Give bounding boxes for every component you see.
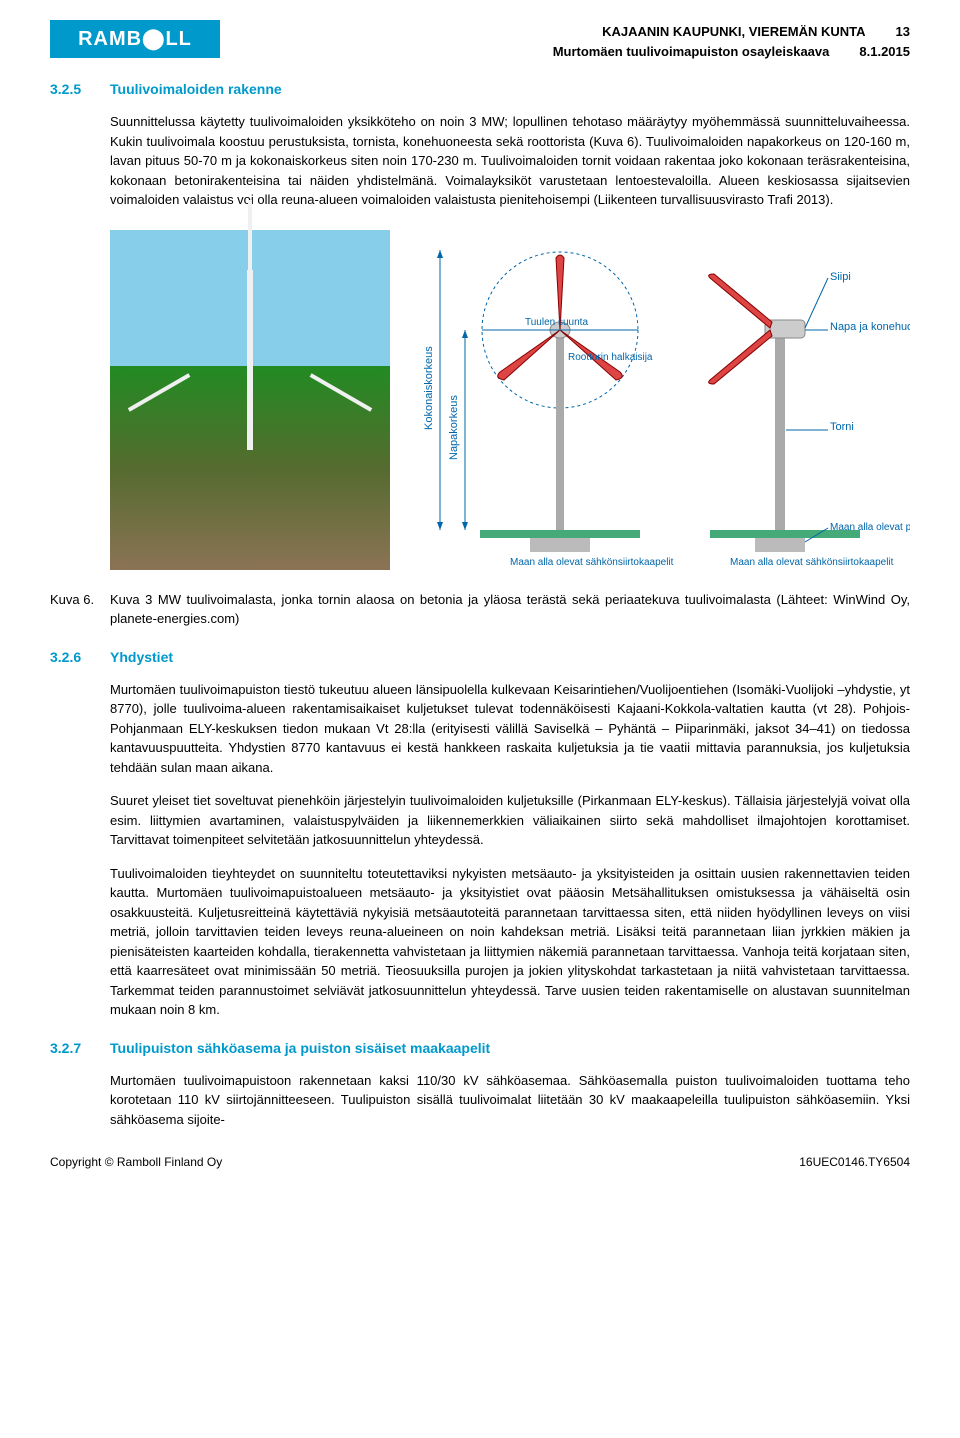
header-date: 8.1.2015: [859, 42, 910, 62]
label-torni: Torni: [830, 421, 854, 433]
heading-3-2-7: 3.2.7 Tuulipuiston sähköasema ja puiston…: [50, 1038, 910, 1059]
heading-num: 3.2.6: [50, 647, 110, 668]
figure-text: Kuva 3 MW tuulivoimalasta, jonka tornin …: [110, 590, 910, 629]
heading-num: 3.2.5: [50, 79, 110, 100]
paragraph: Suuret yleiset tiet soveltuvat pienehköi…: [110, 791, 910, 850]
page-header: RAMB⬤LL KAJAANIN KAUPUNKI, VIEREMÄN KUNT…: [50, 20, 910, 61]
label-kaapelit-2: Maan alla olevat sähkönsiirtokaapelit: [730, 557, 894, 568]
paragraph: Suunnittelussa käytetty tuulivoimaloiden…: [110, 112, 910, 210]
page-footer: Copyright © Ramboll Finland Oy 16UEC0146…: [50, 1153, 910, 1171]
figure-6-caption: Kuva 6. Kuva 3 MW tuulivoimalasta, jonka…: [50, 590, 910, 629]
label-napakorkeus: Napakorkeus: [448, 394, 460, 459]
label-kaapelit-1: Maan alla olevat sähkönsiirtokaapelit: [510, 557, 674, 568]
doc-id: 16UEC0146.TY6504: [799, 1153, 910, 1171]
label-tuulen-suunta: Tuulen suunta: [525, 317, 588, 328]
ramboll-logo: RAMB⬤LL: [50, 20, 220, 58]
label-napa: Napa ja konehuone: [830, 321, 910, 333]
header-subtitle: Murtomäen tuulivoimapuiston osayleiskaav…: [553, 42, 830, 62]
heading-num: 3.2.7: [50, 1038, 110, 1059]
paragraph: Murtomäen tuulivoimapuistoon rakennetaan…: [110, 1071, 910, 1130]
logo-text: RAMB⬤LL: [78, 24, 192, 54]
header-meta: KAJAANIN KAUPUNKI, VIEREMÄN KUNTA 13 Mur…: [220, 20, 910, 61]
label-perustukset: Maan alla olevat perustukset: [830, 522, 910, 533]
paragraph: Tuulivoimaloiden tieyhteydet on suunnite…: [110, 864, 910, 1020]
heading-title: Yhdystiet: [110, 647, 173, 668]
heading-title: Tuulivoimaloiden rakenne: [110, 79, 282, 100]
heading-3-2-6: 3.2.6 Yhdystiet: [50, 647, 910, 668]
turbine-photo: [110, 230, 390, 570]
label-roottorin: Roottorin halkaisija: [568, 352, 653, 363]
turbine-diagram: Kokonaiskorkeus Napakorkeus Tuulen suunt…: [410, 230, 910, 570]
heading-title: Tuulipuiston sähköasema ja puiston sisäi…: [110, 1038, 490, 1059]
label-kokonaiskorkeus: Kokonaiskorkeus: [423, 345, 435, 429]
figure-label: Kuva 6.: [50, 590, 110, 629]
copyright: Copyright © Ramboll Finland Oy: [50, 1153, 222, 1171]
paragraph: Murtomäen tuulivoimapuiston tiestö tukeu…: [110, 680, 910, 778]
heading-3-2-5: 3.2.5 Tuulivoimaloiden rakenne: [50, 79, 910, 100]
page-number: 13: [896, 22, 910, 42]
figure-6: Kokonaiskorkeus Napakorkeus Tuulen suunt…: [110, 230, 910, 570]
header-org: KAJAANIN KAUPUNKI, VIEREMÄN KUNTA: [602, 22, 865, 42]
label-siipi: Siipi: [830, 271, 851, 283]
